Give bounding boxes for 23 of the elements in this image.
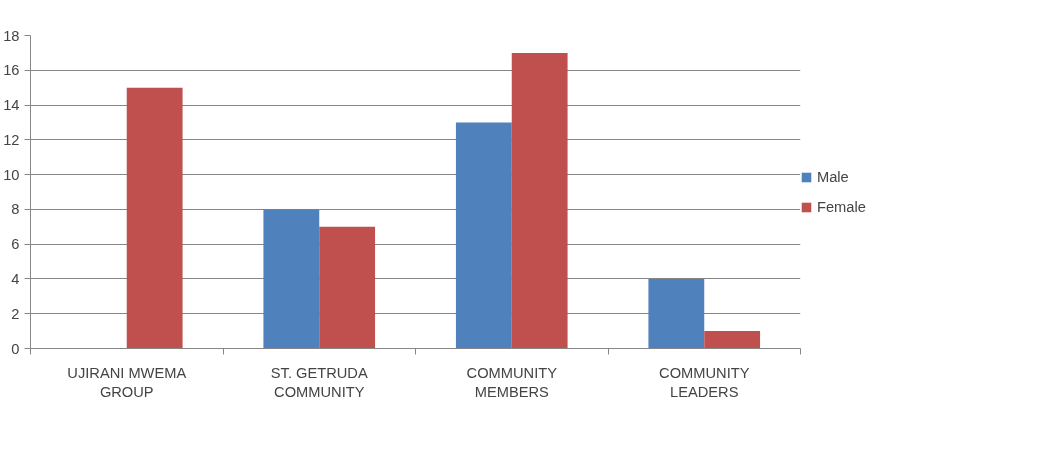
- y-tick-label: 16: [3, 62, 20, 79]
- y-tick-label: 10: [3, 166, 20, 183]
- bar: [648, 278, 705, 349]
- y-tick-label: 12: [3, 131, 20, 148]
- bar: [511, 52, 568, 349]
- y-tick-label: 4: [11, 270, 20, 287]
- bar: [263, 209, 320, 349]
- legend-label: Female: [817, 198, 867, 215]
- y-tick-label: 8: [11, 201, 20, 218]
- bar: [704, 331, 761, 349]
- y-tick-label: 14: [3, 97, 20, 114]
- y-tick-label: 0: [11, 340, 20, 357]
- x-tick-label: UJIRANI MWEMA GROUP: [67, 364, 187, 400]
- bar: [455, 122, 512, 349]
- y-tick-label: 18: [3, 27, 20, 44]
- y-tick-label: 2: [11, 305, 20, 322]
- x-tick-label: ST. GETRUDA COMMUNITY: [270, 364, 368, 400]
- x-tick-label: COMMUNITY MEMBERS: [466, 364, 558, 400]
- bar: [126, 87, 183, 349]
- y-tick-label: 6: [11, 236, 20, 253]
- legend-label: Male: [817, 168, 850, 185]
- x-tick-label: COMMUNITY LEADERS: [659, 364, 750, 400]
- bar: [319, 226, 376, 349]
